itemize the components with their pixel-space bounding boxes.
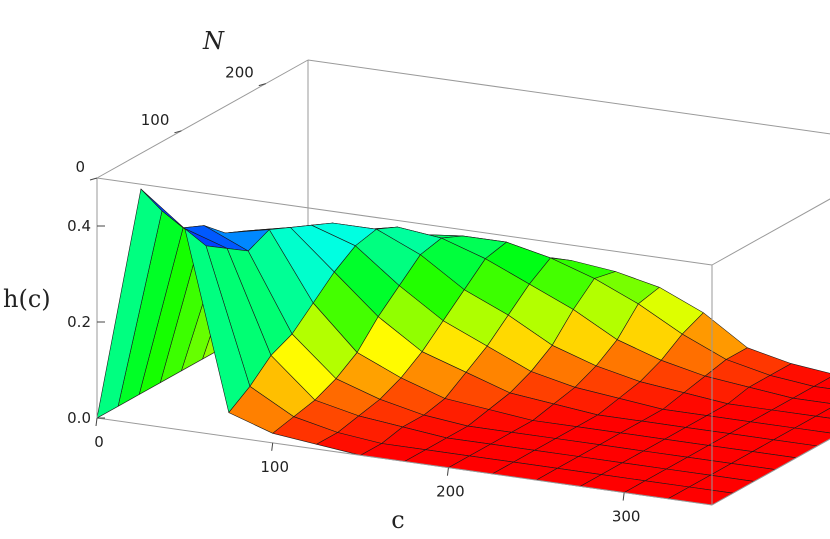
x-axis-label: c xyxy=(391,506,404,534)
y-tick-label: 0 xyxy=(75,158,85,176)
box-edge-back xyxy=(96,59,309,179)
axis-ticks xyxy=(89,83,625,501)
y-tick xyxy=(258,83,266,87)
x-tick xyxy=(95,417,98,427)
x-tick-label: 300 xyxy=(612,508,641,526)
y-axis-label: N xyxy=(202,27,225,55)
z-axis-label: h(c) xyxy=(3,285,51,313)
x-tick xyxy=(271,442,274,451)
box-edge-back xyxy=(307,59,830,135)
box-edge-front xyxy=(96,177,713,266)
y-tick-label: 200 xyxy=(225,64,254,82)
y-tick xyxy=(89,177,98,181)
tick-labels: 0 100 200 300 0 100 200 0.0 0.2 0.4 xyxy=(67,64,640,526)
y-tick xyxy=(174,130,182,134)
z-tick-label: 0.4 xyxy=(67,217,91,235)
box-edge-front xyxy=(96,417,713,506)
x-tick xyxy=(446,467,449,476)
x-tick-label: 200 xyxy=(436,483,465,501)
x-tick-label: 0 xyxy=(94,433,104,451)
box-edge-front xyxy=(711,438,830,506)
box-edge-front xyxy=(711,198,830,266)
z-tick-label: 0.2 xyxy=(67,313,91,331)
surface-mesh xyxy=(96,188,830,506)
z-tick-label: 0.0 xyxy=(67,409,91,427)
x-tick xyxy=(622,492,625,501)
x-tick-label: 100 xyxy=(260,458,289,476)
plot-box-front xyxy=(96,177,830,506)
surface-patch xyxy=(813,377,830,389)
y-tick-label: 100 xyxy=(141,111,170,129)
